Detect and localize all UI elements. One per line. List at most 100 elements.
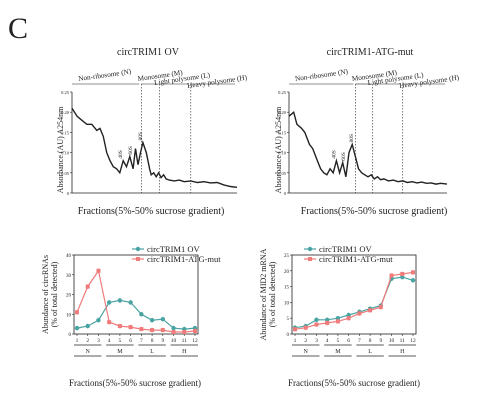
legend-swatch-marker — [307, 246, 313, 252]
data-point — [193, 329, 197, 334]
group-label: N — [86, 349, 91, 355]
data-point — [346, 312, 351, 318]
x-tick-label: 2 — [86, 338, 89, 344]
data-point — [324, 317, 330, 322]
data-point — [106, 300, 112, 305]
data-point — [117, 324, 122, 329]
data-point — [149, 317, 155, 323]
y-tick-label: 0 — [69, 333, 72, 338]
data-point — [85, 284, 90, 289]
legend-swatch-marker — [135, 246, 141, 252]
series-line — [294, 271, 414, 330]
y-tick-label: 10 — [66, 313, 72, 318]
region-label: Non-ribosome (N) — [78, 68, 132, 83]
y-axis-label: Abundance of MID2 mRNA — [259, 248, 268, 340]
x-tick-label: 10 — [171, 338, 177, 344]
legend-label: circTRIM1-ATG-mut — [147, 254, 221, 264]
x-tick-label: 3 — [97, 338, 100, 344]
data-point — [411, 270, 415, 275]
legend-label: circTRIM1-ATG-mut — [319, 254, 393, 264]
y-tick-label: 15 — [284, 286, 290, 291]
peak-label: 80S — [138, 132, 144, 141]
group-label: L — [368, 349, 372, 355]
group-label: H — [182, 349, 187, 355]
group-label: H — [400, 349, 405, 355]
absorbance-line — [288, 110, 448, 185]
y-tick-label: 0.15 — [61, 130, 70, 135]
data-point — [400, 271, 405, 276]
data-point — [410, 278, 416, 283]
chart-title: circTRIM1-ATG-mut — [327, 47, 414, 58]
panel-label: C — [8, 12, 28, 45]
data-point — [335, 316, 341, 321]
y-tick-label: 0 — [287, 333, 290, 338]
y-tick-label: 0.05 — [61, 171, 70, 176]
y-axis-label: Abundance of circRNAs — [41, 255, 50, 334]
x-tick-label: 1 — [294, 338, 297, 344]
y-tick-label: 0 — [67, 191, 70, 196]
series-line — [294, 276, 414, 329]
absorbance-line — [71, 107, 238, 188]
y-tick-label: 10 — [284, 301, 290, 306]
legend-label: circTRIM1 OV — [147, 244, 201, 254]
x-tick-label: 4 — [108, 338, 111, 344]
y-tick-label: 20 — [66, 294, 72, 299]
x-tick-label: 7 — [358, 338, 361, 344]
group-label: M — [335, 349, 341, 355]
y-axis-label: Absorbance (AU) A254nm — [56, 106, 65, 193]
data-point — [389, 273, 394, 278]
data-point — [182, 330, 187, 335]
peak-label: 60S — [128, 146, 134, 155]
y-tick-label: 0 — [284, 191, 287, 196]
data-point — [139, 327, 144, 332]
data-point — [335, 319, 340, 324]
data-point — [139, 312, 144, 317]
x-tick-label: 4 — [326, 338, 329, 344]
peak-label: 40S — [331, 150, 337, 159]
x-tick-label: 12 — [410, 338, 416, 344]
peak-label: 60S — [341, 152, 347, 161]
group-label: M — [117, 349, 123, 355]
y-tick-label: 5 — [287, 317, 290, 322]
y-axis-label: (% of total detected) — [50, 261, 59, 327]
data-point — [357, 311, 362, 316]
y-tick-label: 0.05 — [278, 171, 287, 176]
data-point — [96, 317, 101, 323]
y-tick-label: 0.15 — [278, 130, 287, 135]
data-point — [160, 316, 166, 322]
x-tick-label: 8 — [151, 338, 154, 344]
data-point — [314, 322, 319, 327]
y-tick-label: 0.25 — [61, 90, 70, 95]
y-tick-label: 0.25 — [278, 90, 287, 95]
data-point — [107, 320, 112, 325]
x-tick-label: 12 — [192, 338, 198, 344]
profile-chart-atg-mut: circTRIM1-ATG-mut Non-ribosome (N) Monoso… — [274, 47, 460, 217]
x-tick-label: 11 — [182, 338, 188, 344]
y-tick-label: 40 — [66, 254, 72, 259]
data-point — [303, 325, 308, 330]
x-tick-label: 5 — [337, 338, 340, 344]
x-tick-label: 9 — [379, 338, 382, 344]
x-tick-label: 1 — [76, 338, 79, 344]
x-tick-label: 3 — [315, 338, 318, 344]
data-point — [150, 328, 155, 333]
data-point — [117, 298, 123, 303]
x-tick-label: 9 — [161, 338, 164, 344]
data-point — [171, 325, 176, 331]
data-point — [171, 330, 176, 335]
y-tick-label: 0.10 — [278, 151, 287, 156]
y-axis-label: (% of total detected) — [268, 261, 277, 327]
y-tick-label: 20 — [284, 270, 290, 275]
data-point — [314, 317, 319, 322]
y-tick-label: 0.20 — [278, 110, 287, 115]
x-tick-label: 5 — [119, 338, 122, 344]
x-tick-label: 8 — [369, 338, 372, 344]
data-point — [160, 328, 165, 333]
data-point — [128, 300, 133, 305]
x-axis-label: Fractions(5%-50% sucrose gradient) — [301, 206, 448, 217]
x-tick-label: 10 — [389, 338, 395, 344]
data-point — [85, 323, 90, 329]
legend-label: circTRIM1 OV — [319, 244, 373, 254]
legend-swatch-marker — [136, 257, 140, 261]
y-tick-label: 0.20 — [61, 110, 70, 115]
